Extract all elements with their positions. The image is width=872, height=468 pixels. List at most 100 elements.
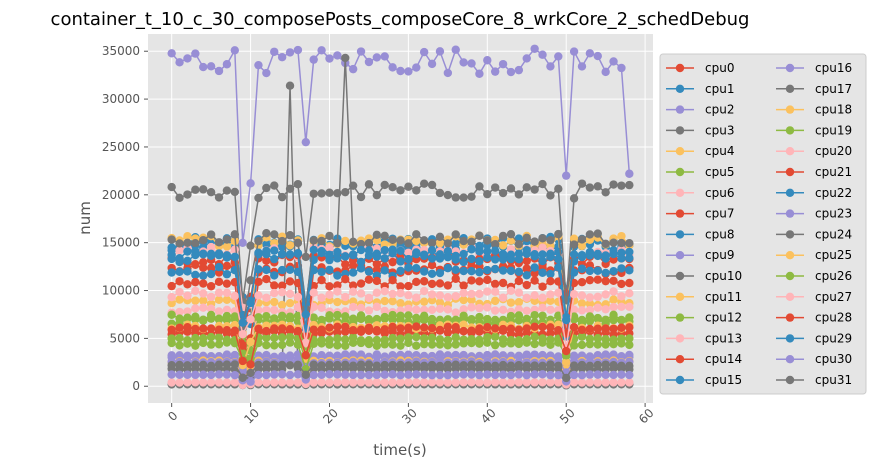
data-point xyxy=(427,333,437,342)
data-point xyxy=(285,338,295,347)
data-point xyxy=(530,263,539,272)
data-point xyxy=(419,311,429,320)
data-point xyxy=(554,255,563,264)
data-point xyxy=(459,326,468,336)
data-point xyxy=(562,358,571,367)
data-point xyxy=(191,333,200,343)
data-point xyxy=(246,179,255,188)
data-point xyxy=(238,330,247,339)
data-point xyxy=(254,370,263,380)
data-point xyxy=(585,230,595,239)
data-point xyxy=(396,186,405,195)
data-point xyxy=(333,254,342,263)
data-point xyxy=(199,370,208,379)
data-point xyxy=(183,307,192,316)
data-point xyxy=(199,296,208,305)
data-point xyxy=(506,266,516,276)
data-point xyxy=(419,286,429,296)
data-point xyxy=(625,253,634,263)
data-point xyxy=(396,311,405,321)
legend-label: cpu13 xyxy=(705,331,742,345)
data-point xyxy=(577,340,587,350)
data-point xyxy=(309,313,318,322)
data-point xyxy=(317,293,326,302)
data-point xyxy=(483,253,492,262)
data-point xyxy=(325,282,334,291)
data-point xyxy=(617,264,626,273)
data-point xyxy=(577,360,587,370)
data-point xyxy=(317,267,326,277)
data-point xyxy=(372,378,382,387)
data-point xyxy=(380,296,389,306)
data-point xyxy=(206,332,216,342)
data-point xyxy=(601,340,610,349)
data-point xyxy=(191,312,200,321)
data-point xyxy=(404,281,413,291)
data-point xyxy=(459,58,468,67)
data-point xyxy=(183,267,192,276)
data-point xyxy=(325,360,334,370)
legend-item-cpu19: cpu19 xyxy=(776,123,852,137)
data-point xyxy=(625,239,634,248)
data-point xyxy=(317,361,326,370)
data-point xyxy=(419,339,429,349)
data-point xyxy=(333,51,342,60)
data-point xyxy=(435,188,445,198)
data-point xyxy=(396,334,405,343)
data-point xyxy=(412,264,421,273)
data-point xyxy=(214,378,224,387)
data-point xyxy=(577,315,587,325)
data-point xyxy=(333,271,342,280)
data-point xyxy=(317,246,326,256)
data-point xyxy=(522,324,531,333)
data-point xyxy=(183,313,192,322)
data-point xyxy=(183,238,192,248)
data-point xyxy=(601,350,610,359)
data-point xyxy=(498,339,508,348)
data-point xyxy=(412,236,421,246)
data-point xyxy=(285,277,295,286)
data-point xyxy=(183,54,192,63)
data-point xyxy=(625,302,634,312)
data-point xyxy=(435,325,445,335)
data-point xyxy=(554,378,563,387)
data-point xyxy=(293,179,303,189)
data-point xyxy=(562,373,571,383)
data-point xyxy=(546,370,555,380)
data-point xyxy=(451,315,460,325)
data-point xyxy=(293,238,303,248)
data-point xyxy=(412,370,421,379)
data-point xyxy=(404,67,413,76)
data-point xyxy=(206,304,216,313)
legend-swatch-marker xyxy=(675,334,685,343)
legend-item-cpu15: cpu15 xyxy=(666,373,742,387)
data-point xyxy=(317,370,326,380)
data-point xyxy=(483,314,492,324)
data-point xyxy=(617,370,626,379)
data-point xyxy=(277,250,287,259)
data-point xyxy=(498,241,508,250)
legend-item-cpu14: cpu14 xyxy=(666,352,742,366)
data-point xyxy=(435,254,445,263)
data-point xyxy=(585,312,595,321)
data-point xyxy=(546,235,555,245)
data-point xyxy=(325,340,334,349)
data-point xyxy=(601,378,610,387)
data-point xyxy=(562,315,571,325)
data-point xyxy=(506,311,516,321)
data-point xyxy=(459,320,468,329)
data-point xyxy=(475,69,484,78)
data-point xyxy=(341,312,350,321)
data-point xyxy=(254,360,263,370)
data-point xyxy=(483,247,492,256)
data-point xyxy=(443,322,453,332)
data-point xyxy=(443,246,453,256)
data-point xyxy=(609,310,618,320)
data-point xyxy=(467,326,476,335)
data-point xyxy=(625,370,634,380)
data-point xyxy=(380,378,389,387)
data-point xyxy=(483,322,492,332)
legend-swatch-marker xyxy=(675,105,685,114)
data-point xyxy=(317,236,326,246)
data-point xyxy=(569,370,579,380)
